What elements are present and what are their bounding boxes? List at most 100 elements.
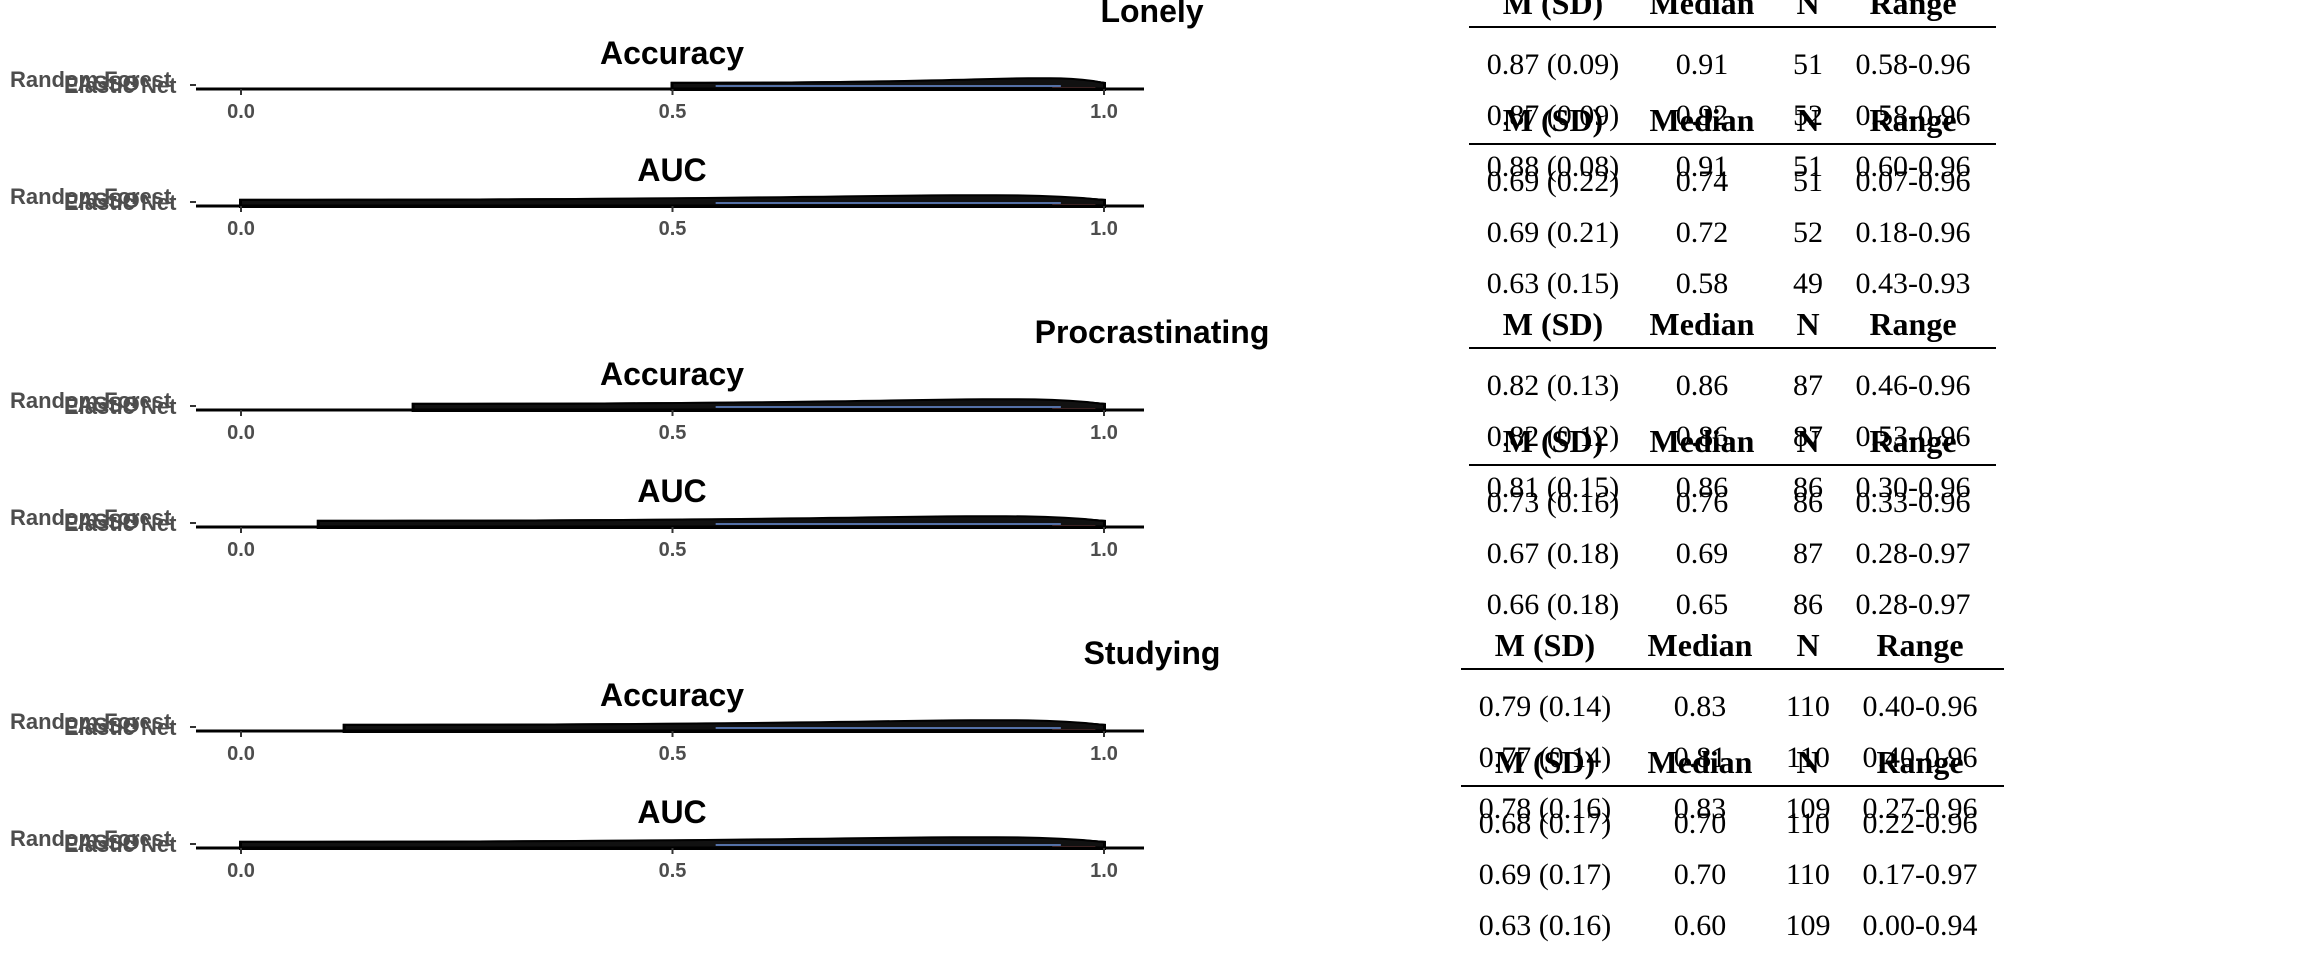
table-cell: 109 — [1786, 792, 1831, 825]
table-cell: 0.00-0.94 — [1863, 909, 1978, 942]
model-label: Random Forest — [10, 826, 172, 851]
model-label: Elastic Net — [64, 73, 177, 98]
table-studying-auc: M (SD) Median N Range 0.68 (0.17) 0.70 110 0.22… — [1461, 744, 2004, 942]
table-cell: 0.92 — [1676, 99, 1729, 132]
density-2 — [240, 836, 1105, 849]
table-cell: 0.18-0.96 — [1856, 216, 1971, 249]
table-procrastinating-auc: M (SD) Median N Range 0.73 (0.16) 0.76 86 0.33-… — [1469, 423, 1996, 621]
table-header: N — [1796, 102, 1819, 138]
table-cell: 0.69 (0.21) — [1487, 216, 1619, 249]
table-cell: 0.60-0.96 — [1856, 150, 1971, 183]
model-label: Elastic Net — [64, 190, 177, 215]
table-header: Range — [1869, 102, 1956, 138]
table-header: N — [1796, 423, 1819, 459]
table-cell: 87 — [1793, 537, 1823, 570]
x-tick-label: 0.0 — [227, 743, 255, 765]
table-cell: 0.40-0.96 — [1863, 690, 1978, 723]
model-label: LASSO — [64, 392, 140, 417]
table-cell: 51 — [1793, 165, 1823, 198]
density-2 — [412, 398, 1105, 411]
table-cell: 0.65 — [1676, 588, 1729, 621]
x-tick-label: 0.5 — [659, 422, 687, 444]
table-cell: 87 — [1793, 420, 1823, 453]
table-cell: 0.07-0.96 — [1856, 165, 1971, 198]
table-cell: 87 — [1793, 369, 1823, 402]
table-cell: 51 — [1793, 150, 1823, 183]
density-2 — [343, 719, 1105, 732]
section-title: Lonely — [1100, 0, 1203, 29]
table-header: M (SD) — [1495, 744, 1595, 780]
model-label: Elastic Net — [64, 511, 177, 536]
table-cell: 0.79 (0.14) — [1479, 690, 1611, 723]
plot-title: AUC — [637, 473, 706, 509]
table-header: Median — [1648, 744, 1753, 780]
x-tick-label: 0.5 — [659, 539, 687, 561]
table-cell: 0.58 — [1676, 267, 1729, 300]
x-tick-label: 0.0 — [227, 860, 255, 882]
table-cell: 0.43-0.93 — [1856, 267, 1971, 300]
table-header: M (SD) — [1503, 102, 1603, 138]
table-cell: 0.72 — [1676, 216, 1729, 249]
table-header: N — [1796, 627, 1819, 663]
x-tick-label: 1.0 — [1090, 860, 1118, 882]
x-tick-label: 1.0 — [1090, 422, 1118, 444]
table-header: Median — [1650, 423, 1755, 459]
table-cell: 0.33-0.96 — [1856, 486, 1971, 519]
table-header: Median — [1650, 102, 1755, 138]
table-procrastinating-accuracy: M (SD) Median N Range 0.82 (0.13) 0.86 87 0.46-… — [1469, 306, 1996, 504]
table-header: Median — [1648, 627, 1753, 663]
x-tick-label: 1.0 — [1090, 218, 1118, 240]
table-cell: 51 — [1793, 48, 1823, 81]
x-tick-label: 1.0 — [1090, 101, 1118, 123]
table-cell: 0.22-0.96 — [1863, 807, 1978, 840]
table-cell: 0.88 (0.08) — [1487, 150, 1619, 183]
table-cell: 0.60 — [1674, 909, 1727, 942]
model-label: Random Forest — [10, 67, 172, 92]
x-tick-label: 0.5 — [659, 743, 687, 765]
table-cell: 49 — [1793, 267, 1823, 300]
table-cell: 0.53-0.96 — [1856, 420, 1971, 453]
table-cell: 0.86 — [1676, 420, 1729, 453]
density-2 — [240, 194, 1105, 207]
table-header: Median — [1650, 0, 1755, 21]
table-cell: 86 — [1793, 588, 1823, 621]
table-header: M (SD) — [1503, 306, 1603, 342]
table-header: Range — [1869, 306, 1956, 342]
table-cell: 110 — [1786, 858, 1830, 891]
density-2 — [317, 515, 1105, 528]
table-lonely-accuracy: M (SD) Median N Range 0.87 (0.09) 0.91 51 0.58-… — [1469, 0, 1996, 183]
section-title: Studying — [1084, 635, 1221, 671]
x-tick-label: 0.5 — [659, 101, 687, 123]
plot-title: Accuracy — [600, 35, 744, 71]
table-cell: 0.58-0.96 — [1856, 99, 1971, 132]
model-label: Random Forest — [10, 505, 172, 530]
x-tick-label: 1.0 — [1090, 539, 1118, 561]
table-header: M (SD) — [1495, 627, 1595, 663]
table-header: N — [1796, 744, 1819, 780]
table-cell: 0.27-0.96 — [1863, 792, 1978, 825]
x-tick-label: 0.5 — [659, 218, 687, 240]
model-label: LASSO — [64, 71, 140, 96]
x-tick-label: 0.0 — [227, 218, 255, 240]
table-header: Range — [1869, 0, 1956, 21]
table-cell: 0.63 (0.16) — [1479, 909, 1611, 942]
table-cell: 0.58-0.96 — [1856, 48, 1971, 81]
table-cell: 0.69 — [1676, 537, 1729, 570]
table-header: Range — [1876, 744, 1963, 780]
table-cell: 0.63 (0.15) — [1487, 267, 1619, 300]
table-cell: 0.66 (0.18) — [1487, 588, 1619, 621]
model-label: Random Forest — [10, 184, 172, 209]
x-tick-label: 0.0 — [227, 422, 255, 444]
x-tick-label: 0.0 — [227, 101, 255, 123]
table-cell: 110 — [1786, 690, 1830, 723]
x-tick-label: 0.0 — [227, 539, 255, 561]
